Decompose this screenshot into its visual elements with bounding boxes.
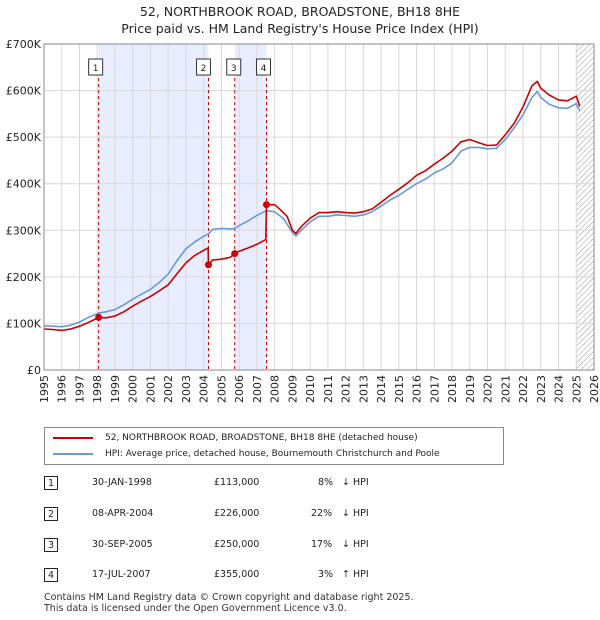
transaction-pct: 8% (318, 477, 334, 488)
transaction-direction: ↓ (342, 477, 350, 488)
y-tick-label: £500K (6, 131, 42, 144)
sale-label-box (255, 58, 271, 76)
sale-label-box (226, 58, 242, 76)
transaction-number: 1 (44, 476, 58, 490)
transaction-number: 2 (44, 507, 58, 521)
legend-swatch-hpi (53, 453, 93, 455)
transaction-number: 4 (44, 568, 58, 582)
transaction-ref: HPI (353, 539, 369, 550)
x-tick-label: 2006 (233, 375, 246, 403)
sale-point (262, 201, 270, 209)
x-tick-label: 1999 (109, 375, 122, 403)
y-tick-label: £100K (6, 317, 42, 330)
legend-label-property: 52, NORTHBROOK ROAD, BROADSTONE, BH18 8H… (105, 433, 418, 443)
x-tick-label: 1997 (73, 375, 86, 403)
transaction-direction: ↑ (342, 569, 350, 580)
transaction-price: £113,000 (214, 477, 260, 488)
sale-label-box (88, 58, 104, 76)
transaction-pct: 22% (311, 508, 333, 519)
chart-subtitle: Price paid vs. HM Land Registry's House … (121, 21, 479, 36)
price-chart: 1 2 3 4 £0 £100K £200K £300K £400K £500K £600K £700… (6, 38, 600, 403)
property-price-line (43, 80, 581, 332)
x-tick-label: 2023 (535, 375, 548, 403)
x-tick-label: 2025 (570, 375, 583, 403)
x-tick-label: 2009 (286, 375, 299, 403)
x-tick-label: 2004 (198, 375, 211, 403)
hpi-line (43, 90, 581, 328)
x-tick-label: 2019 (464, 375, 477, 403)
transaction-ref: HPI (353, 477, 369, 488)
sale-label: 2 (201, 64, 207, 74)
transaction-direction: ↓ (342, 508, 350, 519)
footer-copyright: Contains HM Land Registry data © Crown c… (44, 592, 414, 603)
x-tick-label: 2018 (446, 375, 459, 403)
sale-label: 1 (93, 64, 99, 74)
transaction-ref: HPI (353, 508, 369, 519)
chart-title: 52, NORTHBROOK ROAD, BROADSTONE, BH18 8H… (139, 4, 461, 19)
x-tick-label: 2026 (588, 375, 600, 403)
x-tick-label: 2013 (357, 375, 370, 403)
x-tick-label: 2020 (482, 375, 495, 403)
y-tick-label: £300K (6, 224, 42, 237)
x-tick-label: 2021 (499, 375, 512, 403)
transaction-number: 3 (44, 538, 58, 552)
x-tick-label: 2022 (517, 375, 530, 403)
legend: 52, NORTHBROOK ROAD, BROADSTONE, BH18 8H… (44, 427, 504, 465)
transaction-date: 30-SEP-2005 (92, 539, 153, 550)
x-tick-label: 2010 (304, 375, 317, 403)
x-tick-label: 1996 (56, 375, 69, 403)
x-tick-label: 2017 (428, 375, 441, 403)
transaction-date: 30-JAN-1998 (92, 477, 152, 488)
x-tick-label: 2015 (393, 375, 406, 403)
x-tick-label: 2005 (215, 375, 228, 403)
y-tick-label: £0 (27, 364, 41, 377)
footer-licence: This data is licensed under the Open Gov… (44, 603, 347, 614)
x-tick-label: 2002 (162, 375, 175, 403)
x-tick-label: 2003 (180, 375, 193, 403)
transaction-price: £226,000 (214, 508, 260, 519)
legend-item-property: 52, NORTHBROOK ROAD, BROADSTONE, BH18 8H… (53, 431, 418, 445)
forecast-hatch (576, 44, 594, 370)
x-tick-label: 2016 (411, 375, 424, 403)
plot-border (43, 43, 595, 371)
transaction-date: 17-JUL-2007 (92, 569, 151, 580)
sale-point (95, 313, 103, 321)
x-tick-label: 2012 (340, 375, 353, 403)
shaded-period (234, 44, 267, 370)
y-tick-label: £700K (6, 38, 42, 51)
transaction-price: £355,000 (214, 569, 260, 580)
transaction-price: £250,000 (214, 539, 260, 550)
x-tick-label: 2008 (269, 375, 282, 403)
transaction-pct: 17% (311, 539, 333, 550)
sale-label: 4 (261, 64, 267, 74)
transaction-pct: 3% (318, 569, 334, 580)
legend-label-hpi: HPI: Average price, detached house, Bour… (105, 449, 440, 459)
y-tick-label: £200K (6, 271, 42, 284)
sale-point (231, 250, 239, 258)
y-tick-label: £600K (6, 85, 42, 98)
sale-label: 3 (231, 64, 237, 74)
legend-swatch-property (53, 437, 93, 439)
y-tick-label: £400K (6, 178, 42, 191)
x-tick-label: 2007 (251, 375, 264, 403)
x-tick-label: 2014 (375, 375, 388, 403)
transaction-date: 08-APR-2004 (92, 508, 154, 519)
sale-label-box (195, 58, 211, 76)
x-tick-label: 2024 (553, 375, 566, 403)
transaction-direction: ↓ (342, 539, 350, 550)
x-tick-label: 1998 (91, 375, 104, 403)
sale-point (204, 261, 212, 269)
legend-item-hpi: HPI: Average price, detached house, Bour… (53, 447, 440, 461)
x-tick-label: 2001 (144, 375, 157, 403)
x-tick-label: 2000 (127, 375, 140, 403)
x-tick-label: 2011 (322, 375, 335, 403)
transaction-ref: HPI (353, 569, 369, 580)
x-tick-label: 1995 (38, 375, 51, 403)
